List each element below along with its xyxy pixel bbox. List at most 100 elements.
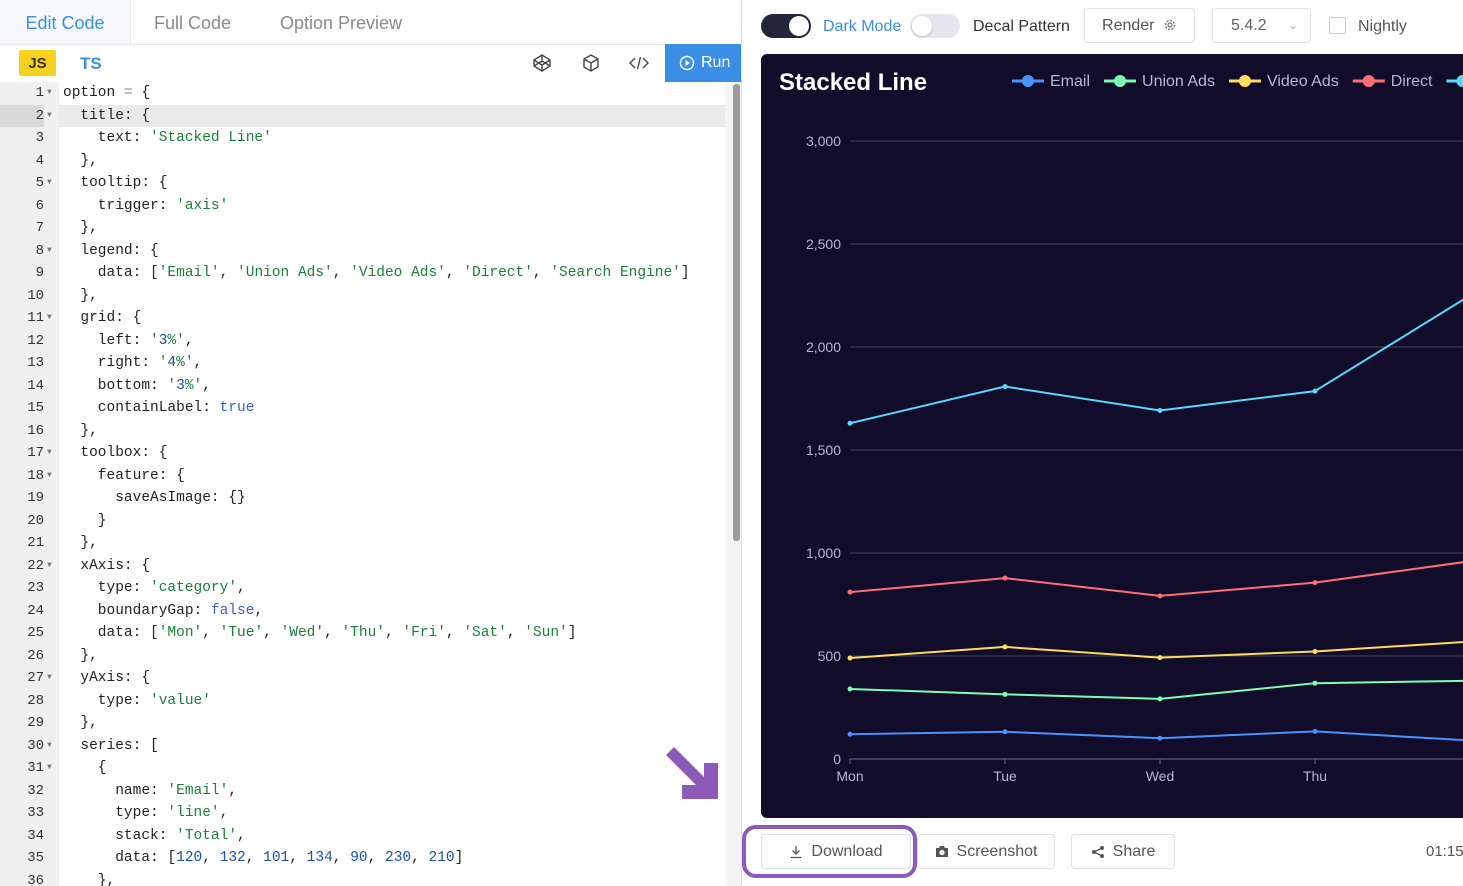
code-line-text: tooltip: { [63, 175, 168, 191]
code-line-text: bottom: '3%', [63, 377, 211, 394]
code-line-text: }, [63, 872, 116, 886]
fold-toggle-icon[interactable]: ▼ [47, 560, 52, 570]
code-line[interactable]: }, [59, 150, 725, 173]
code-line[interactable]: boundaryGap: false, [59, 600, 725, 623]
legend-item-label: Video Ads [1267, 73, 1339, 90]
code-line[interactable]: name: 'Email', [59, 780, 725, 803]
version-select[interactable]: 5.4.2 ⌄ [1212, 8, 1311, 43]
code-line[interactable]: }, [59, 420, 725, 443]
code-line-text: legend: { [63, 242, 159, 259]
fold-toggle-icon[interactable]: ▼ [47, 110, 52, 120]
tab-full-code[interactable]: Full Code [154, 13, 232, 33]
language-ts-button[interactable]: TS [80, 54, 102, 73]
code-line[interactable]: yAxis: { [59, 667, 725, 690]
code-line[interactable]: type: 'line', [59, 802, 725, 825]
code-line[interactable]: tooltip: { [59, 172, 725, 195]
legend-swatch-dot [1238, 75, 1251, 87]
code-line[interactable]: containLabel: true [59, 397, 725, 420]
fold-toggle-icon[interactable]: ▼ [47, 313, 52, 322]
render-label: Render [1102, 17, 1155, 34]
code-line[interactable]: data: ['Email', 'Union Ads', 'Video Ads'… [59, 262, 725, 285]
code-line[interactable]: data: [120, 132, 101, 134, 90, 230, 210] [59, 847, 725, 870]
code-line[interactable]: bottom: '3%', [59, 375, 725, 398]
language-js-button[interactable]: JS [19, 50, 56, 76]
codepen-icon[interactable] [531, 52, 553, 74]
code-line[interactable]: series: [ [59, 735, 725, 758]
code-line-text: name: 'Email', [63, 782, 238, 799]
code-line-text: boundaryGap: false, [63, 602, 264, 619]
code-line[interactable]: trigger: 'axis' [59, 195, 725, 218]
code-text[interactable]: option = { title: { text: 'Stacked Line'… [59, 82, 725, 886]
code-area[interactable]: 1 ▼ 2 ▼ 3 4 5 ▼ 6 7 8 ▼ 9 10 11 ▼ 12 13 14 15 16 17 ▼ 18 ▼ 19 20 21… [0, 82, 741, 886]
chart-container[interactable]: Stacked Line 0 500 1,000 1,500 2,000 2,500 3,00… [761, 54, 1463, 818]
dark-mode-toggle[interactable] [761, 14, 811, 38]
line-number: 21 [27, 535, 44, 551]
code-scrollbar-thumb[interactable] [733, 84, 740, 541]
fold-toggle-icon[interactable]: ▼ [47, 673, 52, 682]
code-line[interactable]: data: ['Mon', 'Tue', 'Wed', 'Thu', 'Fri'… [59, 622, 725, 645]
code-line[interactable]: }, [59, 532, 725, 555]
code-line-text: series: [ [63, 737, 159, 754]
code-line[interactable]: xAxis: { [59, 555, 725, 578]
cube-icon[interactable] [580, 52, 602, 74]
code-line[interactable]: }, [59, 712, 725, 735]
fold-toggle-icon[interactable]: ▼ [47, 470, 52, 480]
code-line-text: toolbox: { [63, 445, 168, 461]
y-tick-label: 0 [833, 751, 841, 767]
code-line[interactable]: feature: { [59, 465, 725, 488]
annotation-arrow-icon [666, 747, 718, 799]
fold-toggle-icon[interactable]: ▼ [47, 763, 52, 772]
code-line[interactable]: { [59, 757, 725, 780]
code-line[interactable]: }, [59, 285, 725, 308]
data-point [1157, 655, 1163, 661]
tab-edit-code[interactable]: Edit Code [0, 0, 131, 44]
legend-swatch-dot [1114, 75, 1127, 87]
code-line[interactable]: type: 'value' [59, 690, 725, 713]
fold-toggle-icon[interactable]: ▼ [47, 178, 52, 187]
play-icon [679, 55, 695, 71]
code-line[interactable]: }, [59, 645, 725, 668]
y-tick-label: 1,500 [806, 442, 841, 458]
tab-option-preview[interactable]: Option Preview [280, 13, 403, 33]
line-number-gutter: 1 ▼ 2 ▼ 3 4 5 ▼ 6 7 8 ▼ 9 10 11 ▼ 12 13 14 15 16 17 ▼ 18 ▼ 19 20 21… [0, 82, 59, 886]
code-line-text: }, [63, 535, 98, 551]
code-line[interactable]: option = { [59, 82, 725, 105]
code-line[interactable]: type: 'category', [59, 577, 725, 600]
code-line-text: left: '3%', [63, 332, 194, 349]
decal-pattern-toggle[interactable] [910, 14, 960, 38]
code-line[interactable]: text: 'Stacked Line' [59, 127, 725, 150]
code-line[interactable]: } [59, 510, 725, 533]
code-line[interactable]: grid: { [59, 307, 725, 330]
code-line[interactable]: toolbox: { [59, 442, 725, 465]
screenshot-button[interactable]: Screenshot [917, 834, 1055, 869]
fold-toggle-icon[interactable]: ▼ [47, 740, 52, 750]
code-line[interactable]: right: '4%', [59, 352, 725, 375]
code-embed-icon[interactable] [628, 52, 650, 74]
code-line[interactable]: legend: { [59, 240, 725, 263]
download-button[interactable]: Download [761, 834, 911, 869]
series-line [849, 645, 1316, 660]
nightly-checkbox[interactable] [1329, 17, 1346, 34]
code-line[interactable]: saveAsImage: {} [59, 487, 725, 510]
code-line-text: containLabel: true [63, 400, 255, 416]
code-line[interactable]: stack: 'Total', [59, 825, 725, 848]
line-number: 11 [27, 310, 44, 326]
code-line[interactable]: }, [59, 870, 725, 886]
line-number: 6 [35, 197, 44, 214]
render-button[interactable]: Render [1084, 8, 1195, 43]
code-line[interactable]: left: '3%', [59, 330, 725, 353]
code-line-text: }, [63, 422, 98, 439]
share-button[interactable]: Share [1071, 834, 1175, 869]
fold-toggle-icon[interactable]: ▼ [47, 448, 52, 457]
fold-toggle-icon[interactable]: ▼ [47, 88, 52, 97]
line-number: 16 [27, 422, 44, 439]
code-line[interactable]: }, [59, 217, 725, 240]
line-number: 31 [27, 760, 44, 776]
line-number: 1 [35, 85, 44, 101]
code-line[interactable]: title: { [59, 104, 725, 127]
stacked-line-chart[interactable]: Stacked Line 0 500 1,000 1,500 2,000 2,500 3,00… [761, 54, 1463, 818]
share-label: Share [1112, 843, 1156, 860]
run-button[interactable]: Run [665, 44, 741, 82]
series-line [849, 730, 1316, 740]
fold-toggle-icon[interactable]: ▼ [47, 245, 52, 255]
